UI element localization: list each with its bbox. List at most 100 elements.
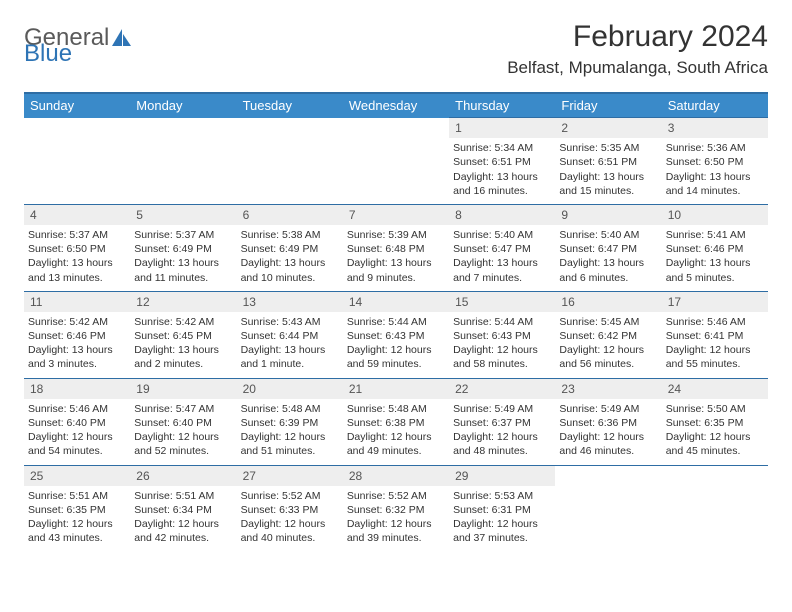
day-number-cell: 24 [662,378,768,399]
daylight-text-2: and 42 minutes. [134,531,232,545]
sunrise-text: Sunrise: 5:53 AM [453,489,551,503]
header: General February 2024 Belfast, Mpumalang… [24,20,768,78]
sunrise-text: Sunrise: 5:36 AM [666,141,764,155]
daylight-text-1: Daylight: 13 hours [241,256,339,270]
daylight-text-2: and 49 minutes. [347,444,445,458]
day-detail-cell: Sunrise: 5:47 AMSunset: 6:40 PMDaylight:… [130,399,236,465]
daylight-text-2: and 54 minutes. [28,444,126,458]
daylight-text-2: and 51 minutes. [241,444,339,458]
day-number-cell [130,118,236,139]
day-detail-cell [130,138,236,204]
sunrise-text: Sunrise: 5:49 AM [559,402,657,416]
day-detail-cell: Sunrise: 5:46 AMSunset: 6:40 PMDaylight:… [24,399,130,465]
daylight-text-1: Daylight: 12 hours [28,430,126,444]
sunset-text: Sunset: 6:35 PM [666,416,764,430]
day-detail-cell [662,486,768,552]
daylight-text-2: and 55 minutes. [666,357,764,371]
day-number-cell: 25 [24,465,130,486]
day-number-cell: 17 [662,291,768,312]
daylight-text-1: Daylight: 13 hours [453,256,551,270]
day-detail-cell: Sunrise: 5:51 AMSunset: 6:34 PMDaylight:… [130,486,236,552]
day-detail-cell: Sunrise: 5:44 AMSunset: 6:43 PMDaylight:… [449,312,555,378]
sunset-text: Sunset: 6:48 PM [347,242,445,256]
day-detail-cell: Sunrise: 5:49 AMSunset: 6:37 PMDaylight:… [449,399,555,465]
sunrise-text: Sunrise: 5:45 AM [559,315,657,329]
daylight-text-1: Daylight: 12 hours [559,343,657,357]
sunrise-text: Sunrise: 5:42 AM [28,315,126,329]
daylight-text-2: and 2 minutes. [134,357,232,371]
sunset-text: Sunset: 6:32 PM [347,503,445,517]
day-detail-cell [343,138,449,204]
daylight-text-1: Daylight: 12 hours [347,517,445,531]
day-number-cell: 13 [237,291,343,312]
sunrise-text: Sunrise: 5:46 AM [28,402,126,416]
weekday-header: Sunday [24,93,130,118]
daylight-text-2: and 39 minutes. [347,531,445,545]
daylight-text-2: and 48 minutes. [453,444,551,458]
daylight-text-1: Daylight: 13 hours [28,343,126,357]
daylight-text-2: and 11 minutes. [134,271,232,285]
daylight-text-1: Daylight: 12 hours [666,343,764,357]
sunrise-text: Sunrise: 5:37 AM [134,228,232,242]
detail-row: Sunrise: 5:37 AMSunset: 6:50 PMDaylight:… [24,225,768,291]
daylight-text-2: and 13 minutes. [28,271,126,285]
logo-sail-icon [111,28,133,48]
daylight-text-1: Daylight: 13 hours [559,256,657,270]
daylight-text-1: Daylight: 12 hours [28,517,126,531]
day-number-cell: 16 [555,291,661,312]
daylight-text-1: Daylight: 13 hours [241,343,339,357]
daylight-text-2: and 15 minutes. [559,184,657,198]
day-number-cell: 11 [24,291,130,312]
location: Belfast, Mpumalanga, South Africa [507,58,768,78]
day-detail-cell: Sunrise: 5:52 AMSunset: 6:33 PMDaylight:… [237,486,343,552]
day-detail-cell: Sunrise: 5:35 AMSunset: 6:51 PMDaylight:… [555,138,661,204]
daylight-text-2: and 1 minute. [241,357,339,371]
day-number-cell: 19 [130,378,236,399]
day-number-cell: 29 [449,465,555,486]
weekday-header: Monday [130,93,236,118]
day-detail-cell: Sunrise: 5:41 AMSunset: 6:46 PMDaylight:… [662,225,768,291]
daylight-text-2: and 6 minutes. [559,271,657,285]
detail-row: Sunrise: 5:46 AMSunset: 6:40 PMDaylight:… [24,399,768,465]
sunset-text: Sunset: 6:43 PM [347,329,445,343]
day-number-cell: 3 [662,118,768,139]
day-detail-cell [237,138,343,204]
day-detail-cell: Sunrise: 5:40 AMSunset: 6:47 PMDaylight:… [555,225,661,291]
day-detail-cell: Sunrise: 5:40 AMSunset: 6:47 PMDaylight:… [449,225,555,291]
sunset-text: Sunset: 6:49 PM [241,242,339,256]
daylight-text-1: Daylight: 12 hours [347,430,445,444]
day-detail-cell: Sunrise: 5:36 AMSunset: 6:50 PMDaylight:… [662,138,768,204]
daylight-text-1: Daylight: 12 hours [453,430,551,444]
day-number-cell: 6 [237,204,343,225]
daylight-text-2: and 14 minutes. [666,184,764,198]
day-number-cell: 14 [343,291,449,312]
title-block: February 2024 Belfast, Mpumalanga, South… [507,20,768,78]
day-number-cell: 27 [237,465,343,486]
sunrise-text: Sunrise: 5:51 AM [134,489,232,503]
daylight-text-2: and 40 minutes. [241,531,339,545]
day-number-cell: 4 [24,204,130,225]
sunrise-text: Sunrise: 5:43 AM [241,315,339,329]
day-number-cell: 2 [555,118,661,139]
daylight-text-1: Daylight: 13 hours [134,343,232,357]
month-title: February 2024 [507,20,768,54]
sunrise-text: Sunrise: 5:38 AM [241,228,339,242]
sunrise-text: Sunrise: 5:44 AM [453,315,551,329]
weekday-header: Thursday [449,93,555,118]
daylight-text-2: and 5 minutes. [666,271,764,285]
detail-row: Sunrise: 5:34 AMSunset: 6:51 PMDaylight:… [24,138,768,204]
day-number-cell: 28 [343,465,449,486]
daylight-text-1: Daylight: 12 hours [134,430,232,444]
day-detail-cell: Sunrise: 5:48 AMSunset: 6:39 PMDaylight:… [237,399,343,465]
sunrise-text: Sunrise: 5:47 AM [134,402,232,416]
sunset-text: Sunset: 6:40 PM [134,416,232,430]
daylight-text-1: Daylight: 12 hours [453,343,551,357]
sunset-text: Sunset: 6:50 PM [28,242,126,256]
detail-row: Sunrise: 5:42 AMSunset: 6:46 PMDaylight:… [24,312,768,378]
sunrise-text: Sunrise: 5:37 AM [28,228,126,242]
day-detail-cell: Sunrise: 5:37 AMSunset: 6:50 PMDaylight:… [24,225,130,291]
sunset-text: Sunset: 6:46 PM [666,242,764,256]
day-number-cell: 7 [343,204,449,225]
daylight-text-1: Daylight: 13 hours [666,170,764,184]
daylight-text-1: Daylight: 12 hours [241,430,339,444]
